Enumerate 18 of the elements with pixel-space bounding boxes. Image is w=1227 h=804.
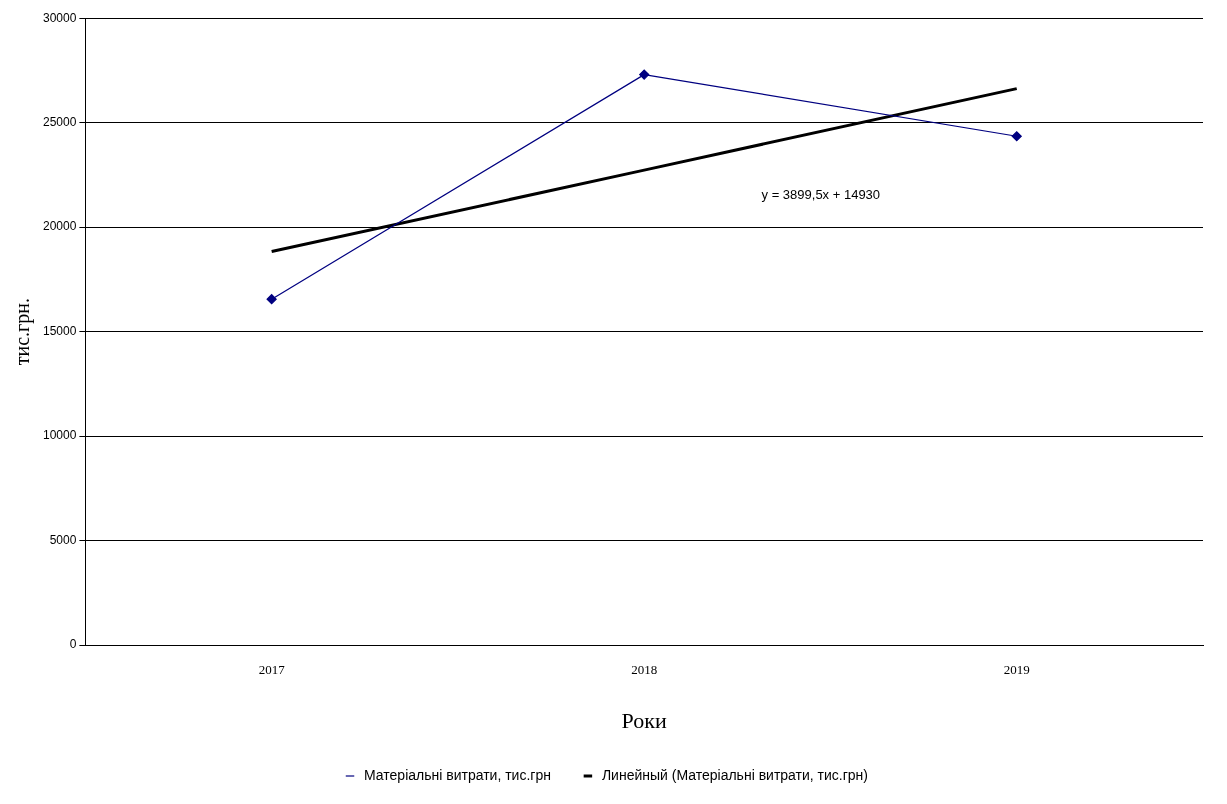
- annotation: y = 3899,5x + 14930: [761, 186, 881, 202]
- x-axis-title: Роки: [621, 707, 667, 733]
- y-tick-label: 25000: [42, 114, 77, 129]
- x-tick-label: 2018: [631, 662, 658, 678]
- point: [1011, 131, 1022, 142]
- y-tick-label: 5000: [49, 532, 77, 547]
- point: [639, 69, 650, 80]
- y-axis-title: тис.грн.: [11, 297, 35, 366]
- y-tick-label: 0: [69, 637, 77, 652]
- x-tick-label: 2017: [258, 662, 286, 678]
- legend-label: Линейный (Матеріальні витрати, тис.грн): [601, 766, 869, 783]
- y-tick-label: 20000: [42, 219, 77, 234]
- legend-label: Матеріальні витрати, тис.грн: [364, 766, 551, 783]
- y-tick-label: 15000: [42, 323, 77, 338]
- point: [266, 294, 277, 305]
- x-tick-label: 2019: [1003, 662, 1030, 678]
- y-tick-label: 10000: [42, 428, 77, 443]
- y-tick-label: 30000: [42, 10, 77, 25]
